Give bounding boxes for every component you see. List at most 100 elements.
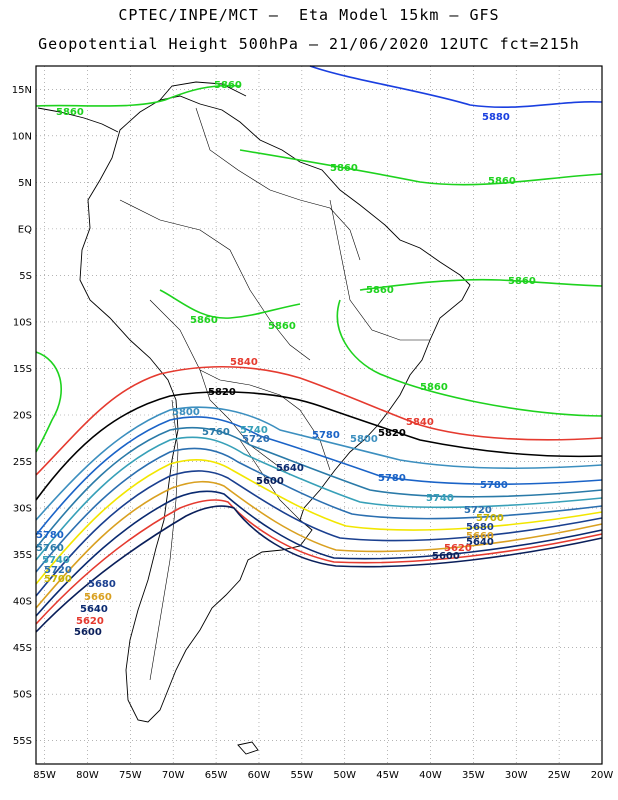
lon-tick-label: 85W (33, 770, 56, 781)
border-line (149, 399, 179, 681)
lon-tick-label: 65W (205, 770, 228, 781)
contour-5780 (35, 416, 603, 536)
contour-label-5620: 5620 (76, 616, 104, 627)
contour-label-5860: 5860 (190, 315, 218, 326)
contour-label-5860: 5860 (488, 176, 516, 187)
lat-tick-label: 35S (13, 550, 32, 561)
south-america-coastline (79, 95, 471, 723)
lon-tick-label: 30W (505, 770, 528, 781)
contour-label-5860: 5860 (214, 80, 242, 91)
contour-label-5760: 5760 (202, 427, 230, 438)
contour-5680 (35, 470, 603, 597)
contour-5760 (35, 426, 603, 549)
contour-5820 (35, 391, 603, 501)
falklands (237, 741, 259, 755)
lat-tick-label: 50S (13, 690, 32, 701)
lat-tick-label: 15S (13, 364, 32, 375)
contour-label-5780: 5780 (480, 480, 508, 491)
border-line (239, 439, 301, 521)
contour-label-5800: 5800 (350, 434, 378, 445)
caribbean-coast (159, 81, 247, 101)
contour-labels: 5880 5860 5860 5860 5860 5860 5860 5860 … (36, 80, 536, 638)
contour-label-5680: 5680 (88, 579, 116, 590)
contour-label-5720: 5720 (242, 434, 270, 445)
lat-tick-label: 30S (13, 504, 32, 515)
coastlines (37, 81, 471, 755)
contour-label-5720: 5720 (44, 565, 72, 576)
contour-label-5680: 5680 (466, 522, 494, 533)
contour-label-5840: 5840 (230, 357, 258, 368)
lon-tick-label: 60W (248, 770, 271, 781)
central-america-coastline (37, 107, 119, 133)
contour-label-5740: 5740 (426, 493, 454, 504)
axis-ticks: 15N 10N 5N EQ 5S 10S 15S 20S 25S 30S 35S 40S 45S 50S 5… (12, 85, 614, 781)
border-line (195, 107, 361, 261)
lat-tick-label: 5N (18, 178, 32, 189)
contour-label-5620: 5620 (444, 543, 472, 554)
contour-label-5860: 5860 (330, 163, 358, 174)
contour-label-5660: 5660 (466, 531, 494, 542)
contour-label-5860: 5860 (56, 107, 84, 118)
lon-tick-label: 25W (548, 770, 571, 781)
lon-tick-label: 80W (76, 770, 99, 781)
border-line (149, 299, 291, 476)
lat-tick-label: 5S (19, 271, 32, 282)
contour-5700 (35, 458, 603, 585)
border-line (329, 199, 430, 341)
contour-5860 (239, 149, 603, 186)
contour-5740 (35, 436, 603, 561)
contour-label-5660: 5660 (84, 592, 112, 603)
contour-5620 (35, 499, 603, 625)
border-line (119, 199, 311, 361)
lat-tick-label: 15N (12, 85, 32, 96)
map-title-line1: CPTEC/INPE/MCT – Eta Model 15km – GFS (118, 6, 500, 24)
lat-tick-label: 45S (13, 643, 32, 654)
contour-5660 (35, 480, 603, 609)
lon-tick-label: 75W (119, 770, 142, 781)
contour-5860 (359, 278, 603, 291)
contour-label-5740: 5740 (42, 555, 70, 566)
contour-lines (35, 65, 603, 633)
contour-label-5860: 5860 (420, 382, 448, 393)
contour-label-5800: 5800 (172, 407, 200, 418)
lat-tick-label: 55S (13, 736, 32, 747)
contour-label-5720: 5720 (464, 505, 492, 516)
contour-5720 (35, 447, 603, 573)
contour-label-5780: 5780 (312, 430, 340, 441)
contour-label-5860: 5860 (508, 276, 536, 287)
contour-label-5640: 5640 (466, 537, 494, 548)
lat-tick-label: 20S (13, 411, 32, 422)
contour-5860 (35, 84, 241, 107)
lon-tick-label: 50W (333, 770, 356, 781)
contour-label-5820: 5820 (208, 387, 236, 398)
lon-tick-label: 70W (162, 770, 185, 781)
country-borders (119, 107, 430, 681)
contour-label-5780: 5780 (378, 473, 406, 484)
contour-5600 (35, 505, 603, 633)
lat-tick-label: 10N (12, 131, 32, 142)
contour-label-5860: 5860 (268, 321, 296, 332)
contour-5840 (35, 365, 603, 476)
contour-label-5700: 5700 (476, 513, 504, 524)
contour-label-5880: 5880 (482, 112, 510, 123)
lon-tick-label: 40W (419, 770, 442, 781)
lon-tick-label: 45W (376, 770, 399, 781)
contour-label-5640: 5640 (276, 463, 304, 474)
contour-5640 (35, 490, 603, 617)
contour-label-5700: 5700 (44, 574, 72, 585)
contour-5860 (336, 299, 603, 417)
lon-tick-label: 55W (291, 770, 314, 781)
contour-5880 (309, 65, 603, 109)
lat-tick-label: 10S (13, 317, 32, 328)
lon-tick-label: 35W (462, 770, 485, 781)
contour-label-5760: 5760 (36, 543, 64, 554)
contour-label-5640: 5640 (80, 604, 108, 615)
lat-tick-label: EQ (18, 224, 32, 235)
contour-label-5840: 5840 (406, 417, 434, 428)
contour-label-5740: 5740 (240, 425, 268, 436)
contour-label-5780: 5780 (36, 530, 64, 541)
contour-label-5600: 5600 (74, 627, 102, 638)
contour-label-5820: 5820 (378, 428, 406, 439)
contour-5800 (35, 406, 603, 521)
